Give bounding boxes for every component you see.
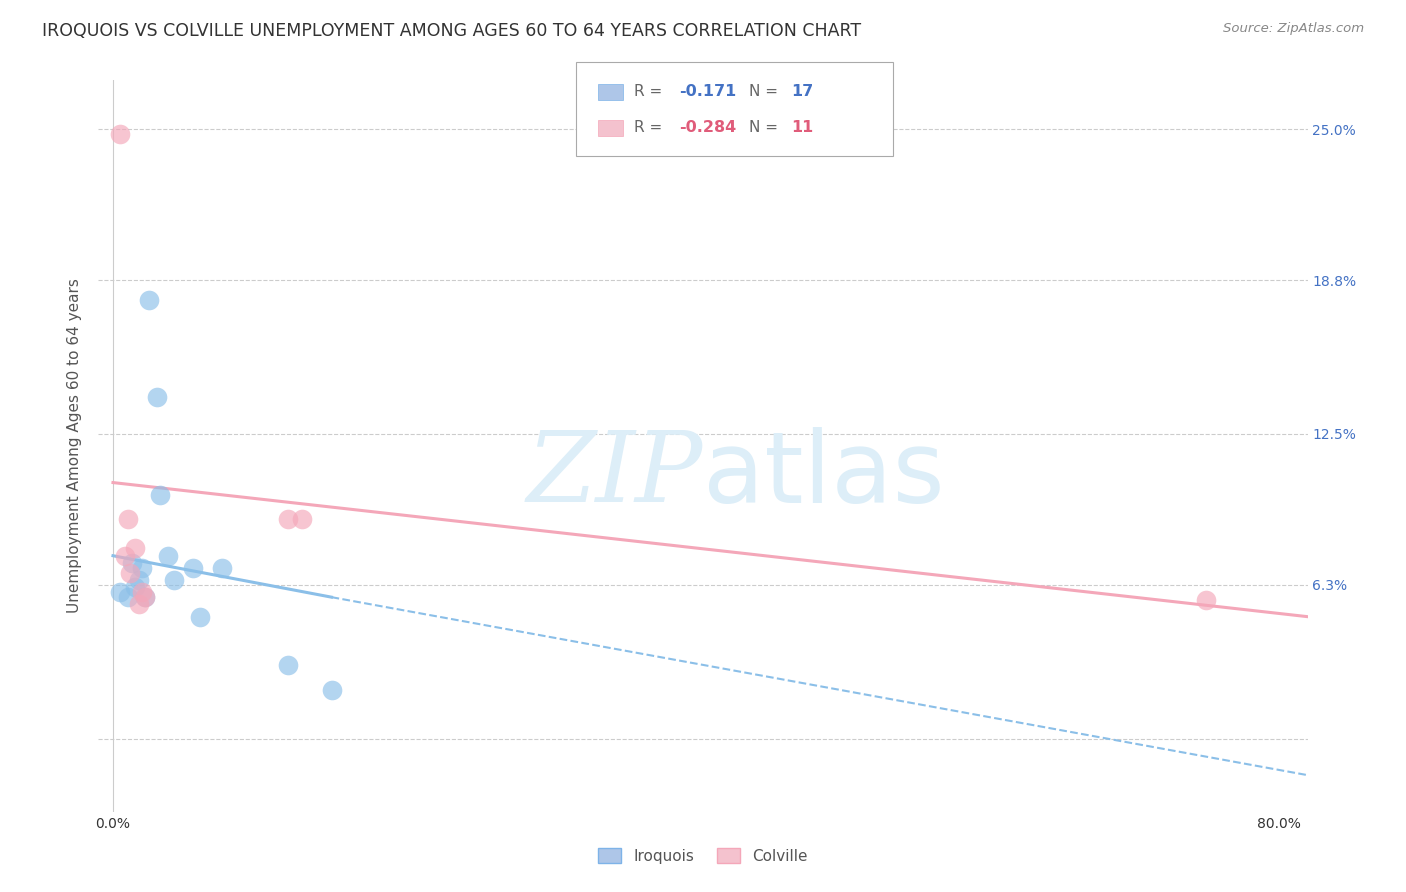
Point [211, 561, 233, 575]
Point [124, 581, 146, 595]
Point [163, 573, 186, 587]
Text: R =: R = [634, 120, 668, 135]
Point [110, 585, 132, 599]
Text: 17: 17 [792, 85, 814, 99]
Point [190, 609, 212, 624]
Point [110, 127, 132, 141]
Point [117, 512, 139, 526]
Point [120, 566, 142, 580]
Point [131, 585, 153, 599]
Point [157, 549, 180, 563]
Y-axis label: Unemployment Among Ages 60 to 64 years: Unemployment Among Ages 60 to 64 years [67, 278, 83, 614]
Point [134, 590, 156, 604]
Point [114, 549, 136, 563]
Point [138, 293, 160, 307]
Text: N =: N = [749, 120, 783, 135]
Text: atlas: atlas [703, 426, 945, 524]
Point [128, 573, 150, 587]
Point [277, 512, 299, 526]
Text: N =: N = [749, 85, 783, 99]
Text: IROQUOIS VS COLVILLE UNEMPLOYMENT AMONG AGES 60 TO 64 YEARS CORRELATION CHART: IROQUOIS VS COLVILLE UNEMPLOYMENT AMONG … [42, 22, 862, 40]
Point [149, 488, 172, 502]
Point [117, 590, 139, 604]
Text: Source: ZipAtlas.com: Source: ZipAtlas.com [1223, 22, 1364, 36]
Text: R =: R = [634, 85, 668, 99]
Point [1194, 592, 1216, 607]
Point [291, 512, 314, 526]
Point [181, 561, 204, 575]
Point [131, 561, 153, 575]
Point [134, 590, 156, 604]
Point [321, 682, 343, 697]
Text: -0.171: -0.171 [679, 85, 737, 99]
Point [121, 556, 143, 570]
Legend: Iroquois, Colville: Iroquois, Colville [592, 842, 814, 870]
Text: 11: 11 [792, 120, 814, 135]
Point [128, 598, 150, 612]
Point [124, 541, 146, 556]
Point [145, 390, 167, 404]
Point [277, 658, 299, 673]
Text: ZIP: ZIP [527, 427, 703, 523]
Text: -0.284: -0.284 [679, 120, 737, 135]
